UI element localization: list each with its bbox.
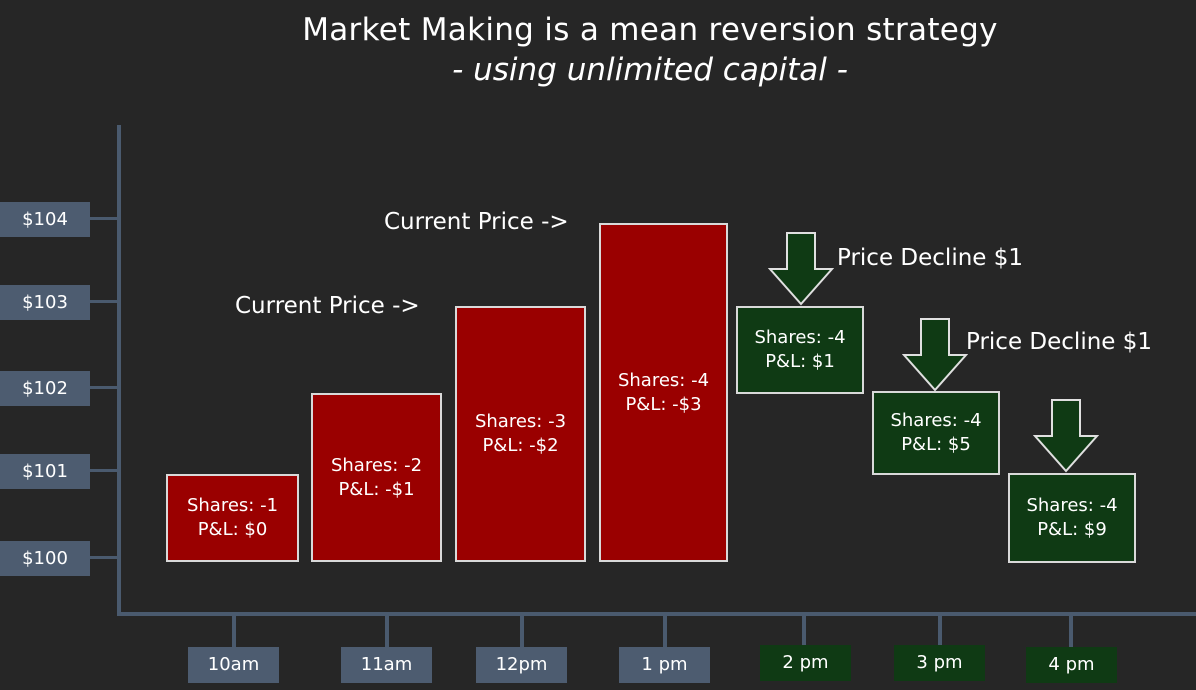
position-box-3pm: Shares: -4 P&L: $5 xyxy=(872,391,1000,475)
current-price-annotation-12pm: Current Price -> xyxy=(235,293,420,319)
x-tick xyxy=(938,614,942,648)
x-tick xyxy=(802,614,806,648)
x-tick xyxy=(1069,614,1073,648)
time-label-12pm: 12pm xyxy=(476,647,567,683)
position-box-11am: Shares: -2 P&L: -$1 xyxy=(311,393,442,562)
down-arrow-icon xyxy=(902,318,968,392)
x-tick xyxy=(663,614,667,648)
price-label-103: $103 xyxy=(0,285,90,320)
pnl-text: P&L: -$3 xyxy=(625,394,702,415)
time-label-10am: 10am xyxy=(188,647,279,683)
x-axis-line xyxy=(117,612,1196,616)
price-decline-annotation-2pm: Price Decline $1 xyxy=(837,245,1024,271)
shares-text: Shares: -1 xyxy=(186,495,279,516)
shares-text: Shares: -2 xyxy=(330,454,423,476)
price-label-102: $102 xyxy=(0,371,90,406)
pnl-text: P&L: $0 xyxy=(197,519,268,540)
position-box-4pm: Shares: -4 P&L: $9 xyxy=(1008,473,1136,563)
shares-text: Shares: -4 xyxy=(1026,495,1118,516)
shares-text: Shares: -4 xyxy=(754,327,846,348)
pnl-text: P&L: $1 xyxy=(765,351,835,372)
position-box-2pm: Shares: -4 P&L: $1 xyxy=(736,306,864,394)
down-arrow-icon xyxy=(1033,399,1099,473)
shares-text: Shares: -3 xyxy=(474,411,567,432)
price-label-104: $104 xyxy=(0,202,90,237)
price-label-100: $100 xyxy=(0,541,90,576)
y-tick xyxy=(90,300,118,303)
time-label-11am: 11am xyxy=(341,647,432,683)
pnl-text: P&L: $9 xyxy=(1037,519,1107,540)
pnl-text: P&L: -$2 xyxy=(482,435,559,456)
position-box-12pm: Shares: -3 P&L: -$2 xyxy=(455,306,586,562)
y-tick xyxy=(90,469,118,472)
shares-text: Shares: -4 xyxy=(617,370,710,391)
pnl-text: P&L: $5 xyxy=(901,434,971,455)
current-price-annotation-1pm: Current Price -> xyxy=(384,209,569,235)
shares-text: Shares: -4 xyxy=(890,410,982,431)
position-box-10am: Shares: -1 P&L: $0 xyxy=(166,474,299,562)
down-arrow-icon xyxy=(768,232,834,306)
price-label-101: $101 xyxy=(0,454,90,489)
x-tick xyxy=(232,614,236,648)
time-label-3pm: 3 pm xyxy=(894,645,985,681)
time-label-4pm: 4 pm xyxy=(1026,647,1117,683)
time-label-1pm: 1 pm xyxy=(619,647,710,683)
y-tick xyxy=(90,556,118,559)
y-axis-line xyxy=(117,125,121,616)
slide-title: Market Making is a mean reversion strate… xyxy=(302,12,998,48)
time-label-2pm: 2 pm xyxy=(760,645,851,681)
position-box-1pm: Shares: -4 P&L: -$3 xyxy=(599,223,728,562)
x-tick xyxy=(385,614,389,648)
y-tick xyxy=(90,217,118,220)
x-tick xyxy=(520,614,524,648)
y-tick xyxy=(90,386,118,389)
slide-subtitle: - using unlimited capital - xyxy=(452,52,848,88)
pnl-text: P&L: -$1 xyxy=(338,478,415,500)
price-decline-annotation-3pm: Price Decline $1 xyxy=(966,329,1153,355)
